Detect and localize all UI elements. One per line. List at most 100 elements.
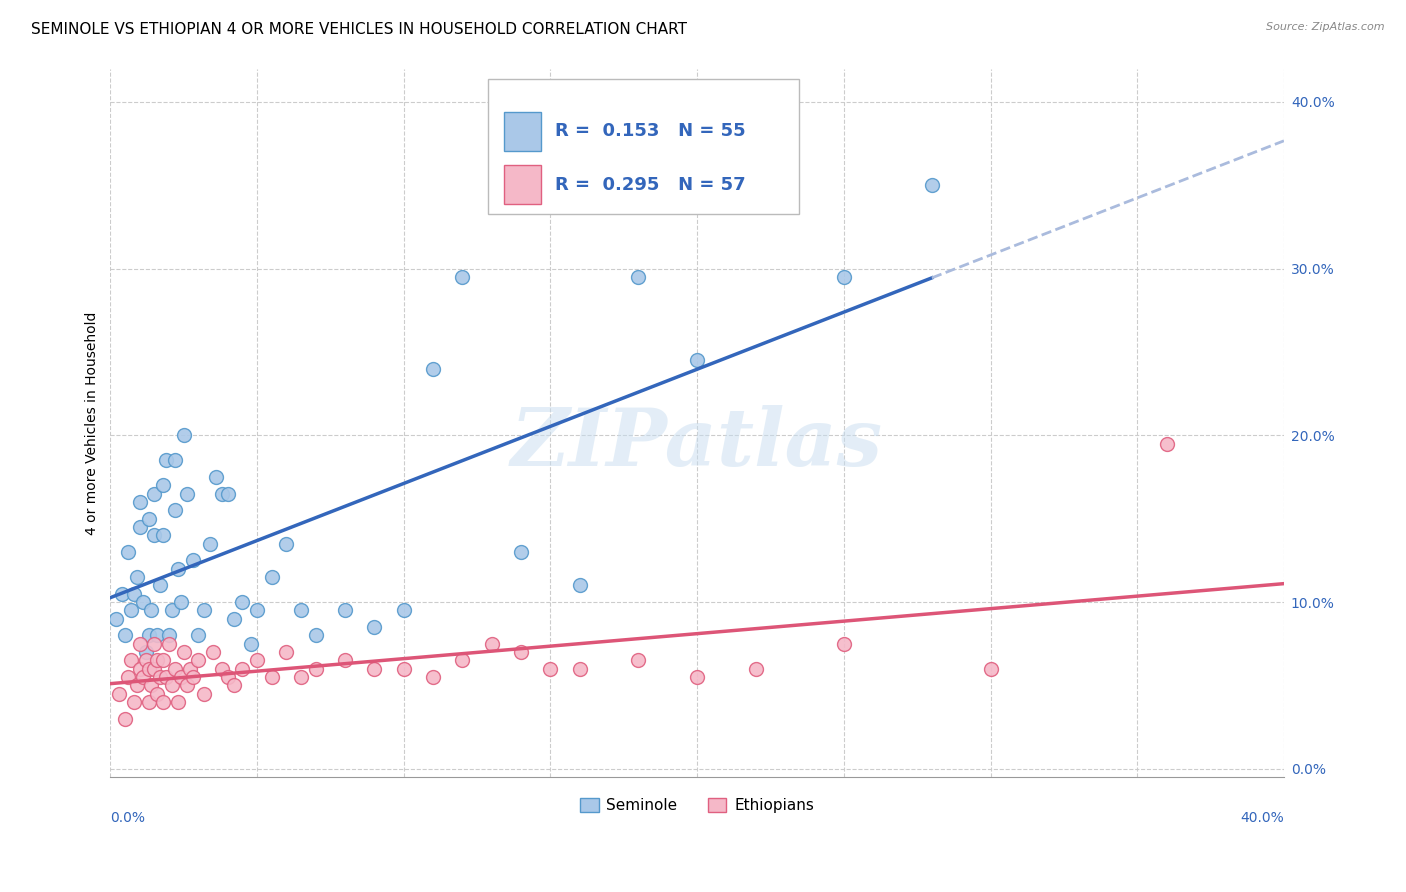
Point [422,361,444,376]
Point [205,470,228,484]
Point [392,603,415,617]
Point [217,670,239,684]
Point [176,486,198,500]
Point [451,653,474,667]
Point [128,662,150,676]
Point [122,587,145,601]
FancyBboxPatch shape [503,165,541,204]
Point [149,578,172,592]
Point [152,653,174,667]
Point [117,670,139,684]
Point [181,670,204,684]
Point [108,687,131,701]
Point [240,637,263,651]
Point [141,603,163,617]
Point [167,562,190,576]
Point [152,695,174,709]
Point [921,178,943,193]
Point [745,662,768,676]
Point [832,637,855,651]
Point [290,670,312,684]
Point [143,637,166,651]
Point [146,628,169,642]
Point [276,537,298,551]
Point [481,637,503,651]
Point [157,637,180,651]
Point [510,545,533,559]
Point [152,528,174,542]
Point [111,587,134,601]
Point [125,678,148,692]
Point [181,553,204,567]
Point [149,670,172,684]
Point [114,712,136,726]
Point [231,662,253,676]
Point [146,653,169,667]
Point [333,603,356,617]
Point [193,603,215,617]
Point [980,662,1002,676]
Point [260,570,283,584]
Point [686,353,709,368]
Point [686,670,709,684]
Point [155,670,177,684]
Point [114,628,136,642]
Point [422,670,444,684]
Point [146,687,169,701]
Point [163,453,186,467]
Point [392,662,415,676]
Point [160,603,183,617]
Point [211,486,233,500]
Point [138,662,160,676]
Text: R =  0.153   N = 55: R = 0.153 N = 55 [555,122,745,140]
Point [451,269,474,284]
Point [217,486,239,500]
Point [105,612,128,626]
Point [173,428,195,442]
Point [568,662,591,676]
Point [246,603,269,617]
Point [176,678,198,692]
Text: 40.0%: 40.0% [1240,811,1284,824]
Point [155,453,177,467]
Point [246,653,269,667]
Point [135,653,157,667]
Point [122,695,145,709]
Point [128,637,150,651]
Point [117,545,139,559]
Point [202,645,225,659]
Point [157,628,180,642]
Point [627,653,650,667]
Point [260,670,283,684]
Point [120,653,142,667]
Point [143,528,166,542]
Point [152,478,174,492]
Point [131,670,153,684]
Point [120,603,142,617]
Point [193,687,215,701]
Text: ZIPatlas: ZIPatlas [512,405,883,483]
Point [231,595,253,609]
Point [510,645,533,659]
Text: Source: ZipAtlas.com: Source: ZipAtlas.com [1267,22,1385,32]
Point [198,537,221,551]
Point [138,695,160,709]
Point [138,628,160,642]
Point [568,578,591,592]
Point [333,653,356,667]
Point [128,520,150,534]
Point [627,269,650,284]
Point [170,595,193,609]
Point [173,645,195,659]
Point [167,695,190,709]
Point [276,645,298,659]
Y-axis label: 4 or more Vehicles in Household: 4 or more Vehicles in Household [86,311,100,534]
Point [187,653,209,667]
Point [143,486,166,500]
Point [163,503,186,517]
Point [211,662,233,676]
Point [128,495,150,509]
Point [131,595,153,609]
Point [187,628,209,642]
Point [290,603,312,617]
